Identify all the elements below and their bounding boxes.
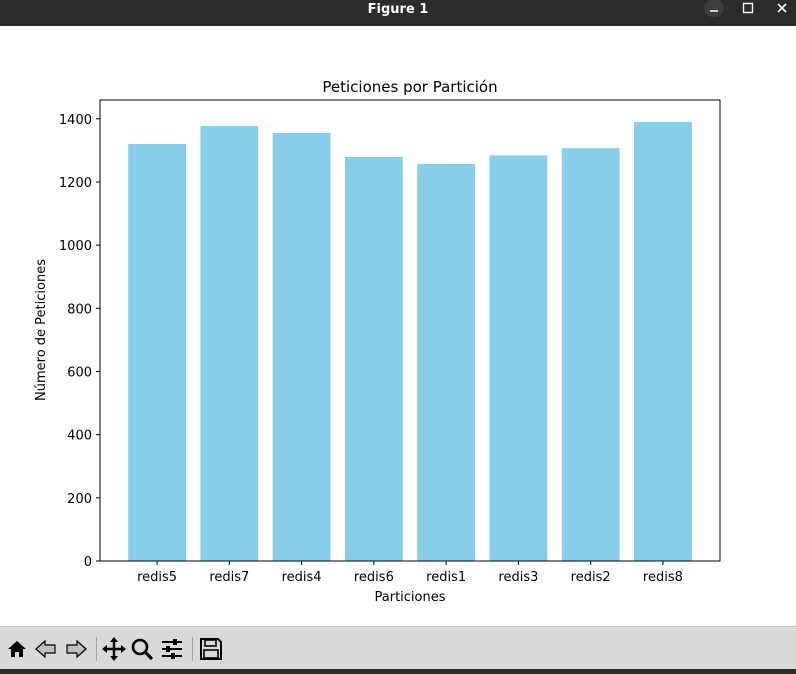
x-tick-label: redis4: [282, 570, 322, 585]
y-tick-label: 1400: [59, 113, 92, 128]
bar-redis4: [272, 133, 331, 561]
x-tick-label: redis1: [426, 570, 466, 585]
forward-button[interactable]: [63, 635, 89, 663]
pan-icon: [102, 637, 126, 661]
window-bottom-border: [0, 669, 796, 674]
home-button[interactable]: [4, 635, 30, 663]
bar-redis5: [128, 144, 186, 561]
y-axis: 0 200 400 600 800 1000 1200 1400: [59, 113, 100, 570]
x-tick-label: redis7: [209, 570, 249, 585]
y-tick-label: 600: [67, 365, 92, 380]
toolbar-separator: [192, 637, 193, 661]
bar-redis8: [634, 121, 692, 561]
bar-redis6: [344, 157, 403, 562]
y-axis-label: Número de Peticiones: [34, 259, 49, 401]
zoom-button[interactable]: [129, 635, 155, 663]
back-icon: [35, 639, 56, 659]
y-tick-label: 400: [67, 429, 92, 444]
x-tick-label: redis8: [643, 570, 683, 585]
save-button[interactable]: [198, 635, 224, 663]
y-tick-label: 1000: [59, 239, 92, 254]
bar-redis1: [417, 163, 476, 561]
configure-subplots-button[interactable]: [159, 635, 185, 663]
figure-canvas: Peticiones por Partición 0 200 400 600 800 10…: [0, 26, 796, 626]
x-axis: redis5 redis7 redis4 redis6 redis1 redis3 redi…: [137, 561, 683, 585]
save-icon: [200, 638, 222, 660]
bar-redis3: [489, 155, 548, 561]
navigation-toolbar: [0, 626, 796, 671]
configure-subplots-icon: [162, 639, 182, 659]
minimize-button[interactable]: [704, 0, 724, 17]
zoom-icon: [131, 638, 154, 661]
bar-redis2: [561, 148, 620, 561]
chart-title: Peticiones por Partición: [322, 78, 497, 96]
forward-icon: [66, 639, 87, 659]
close-icon: [777, 3, 787, 13]
pan-button[interactable]: [101, 635, 127, 663]
x-tick-label: redis3: [498, 570, 538, 585]
bar-chart: Peticiones por Partición 0 200 400 600 800 10…: [34, 78, 721, 605]
toolbar-separator: [96, 637, 97, 661]
x-tick-label: redis2: [571, 570, 611, 585]
home-icon: [8, 641, 26, 657]
window-titlebar: Figure 1: [0, 0, 796, 26]
minimize-icon: [710, 10, 718, 12]
plot-frame: [99, 99, 721, 562]
y-tick-label: 200: [67, 492, 92, 507]
y-tick-label: 1200: [59, 176, 92, 191]
y-tick-label: 800: [67, 302, 92, 317]
bar-redis7: [200, 126, 259, 561]
y-tick-label: 0: [84, 555, 92, 570]
maximize-icon: [742, 2, 754, 14]
x-tick-label: redis6: [354, 570, 394, 585]
maximize-button[interactable]: [738, 0, 758, 18]
window-title: Figure 1: [367, 2, 429, 17]
x-tick-label: redis5: [137, 570, 177, 585]
close-button[interactable]: [772, 0, 792, 18]
bars-group: [128, 121, 692, 562]
x-axis-label: Particiones: [375, 590, 446, 605]
back-button[interactable]: [33, 635, 59, 663]
